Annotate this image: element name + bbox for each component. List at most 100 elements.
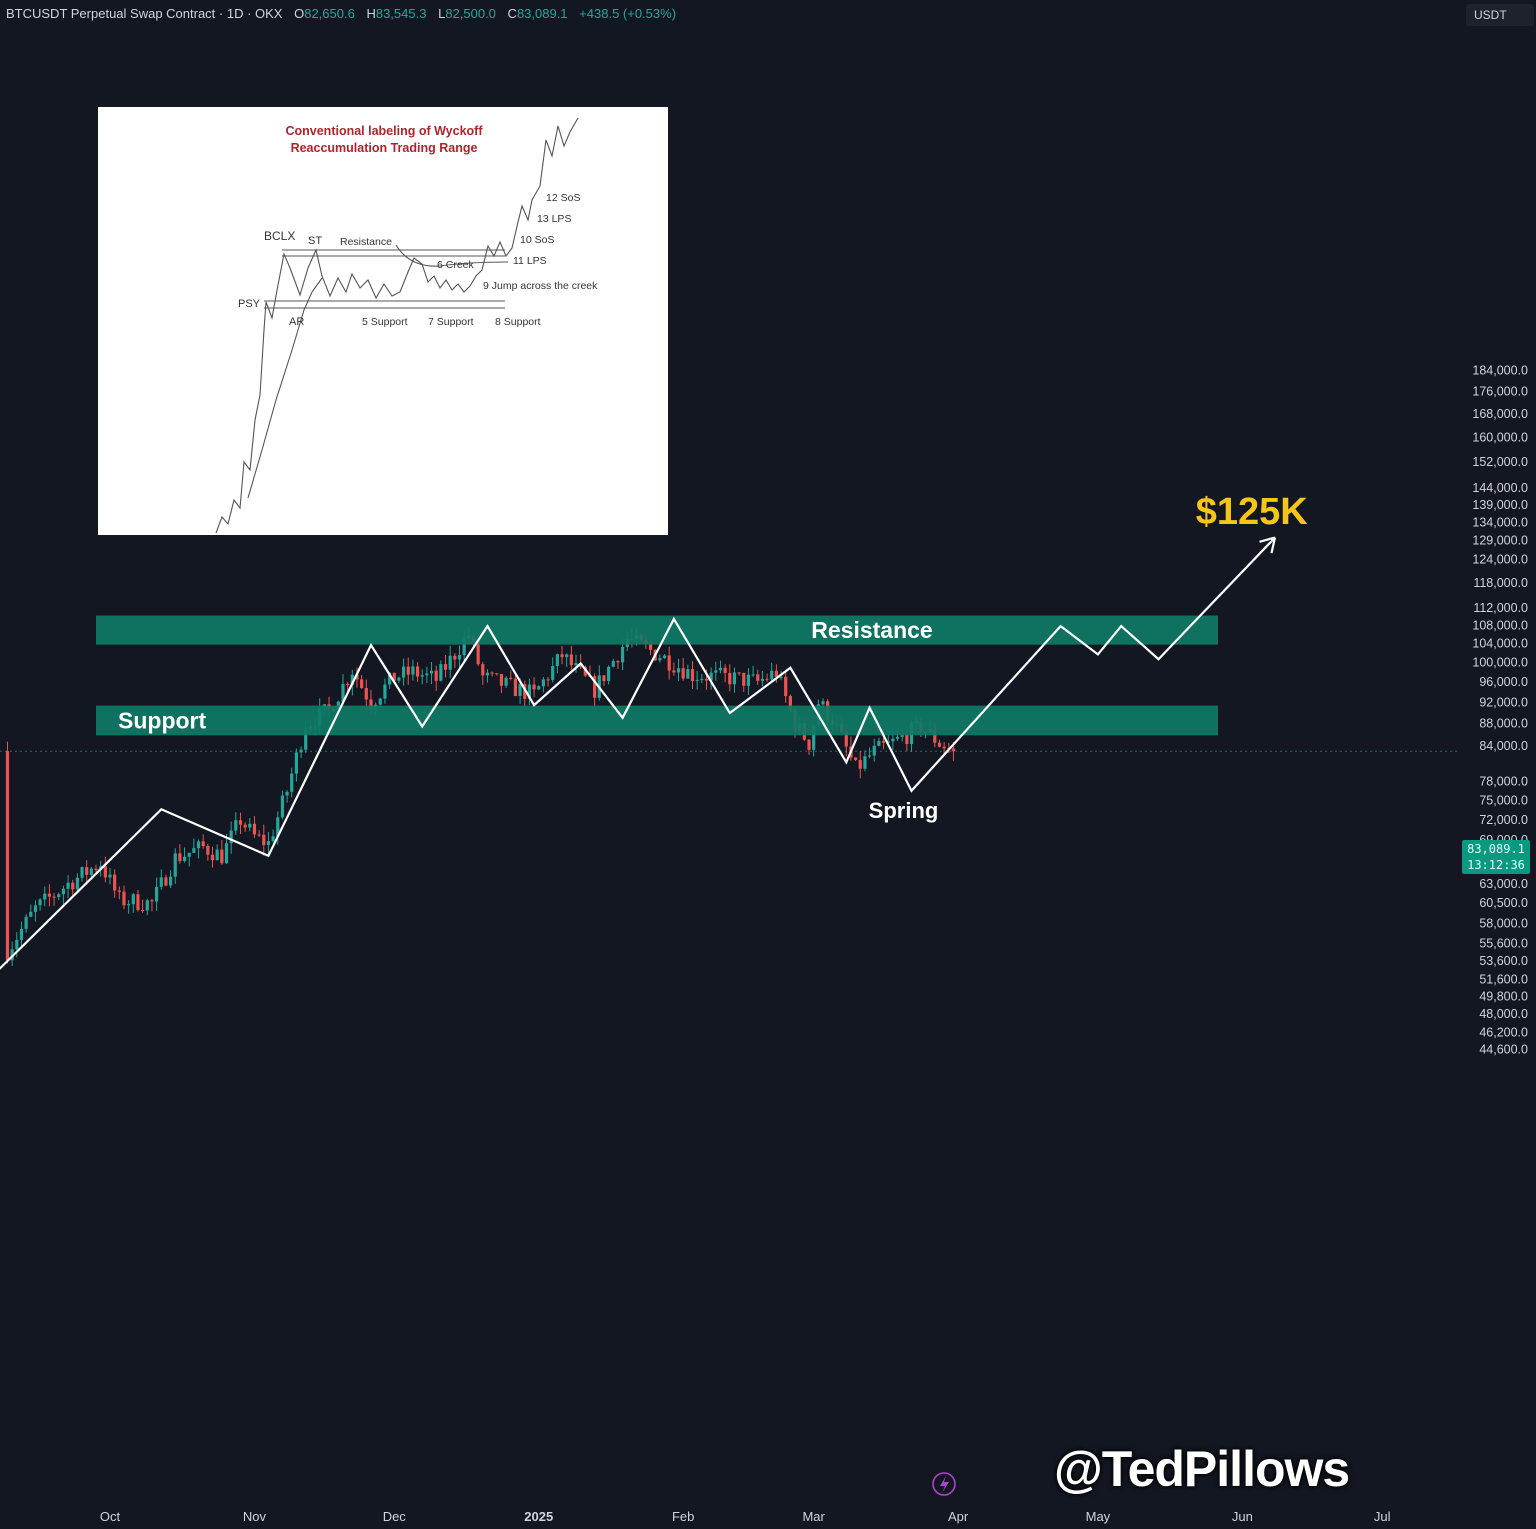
candle-body [616, 661, 620, 663]
symbol-title[interactable]: BTCUSDT Perpetual Swap Contract · 1D · O… [6, 6, 283, 21]
y-tick-label: 104,000.0 [1472, 637, 1528, 651]
candle-body [770, 670, 774, 680]
y-tick-label: 100,000.0 [1472, 656, 1528, 670]
inset-label-support8: 8 Support [495, 316, 541, 328]
candle-body [66, 882, 70, 889]
candle-body [686, 669, 690, 679]
candle-body [392, 672, 396, 681]
candle-body [881, 740, 886, 743]
inset-label-st: ST [308, 235, 322, 247]
last-price-badge: 83,089.1 13:12:36 [1462, 840, 1530, 874]
candle-body [24, 916, 28, 929]
candle-body [10, 949, 14, 961]
candle-body [266, 841, 271, 846]
candle-body [47, 893, 52, 897]
candle-body [551, 666, 555, 680]
inset-label-sos12: 12 SoS [546, 192, 580, 204]
candle-body [252, 823, 257, 835]
y-tick-label: 168,000.0 [1472, 407, 1528, 421]
candle-body [462, 638, 466, 656]
inset-labels: BCLX ST Resistance PSY AR 5 Support 6 Cr… [238, 192, 598, 328]
candle-body [57, 894, 61, 897]
inset-label-jump9: 9 Jump across the creek [483, 280, 598, 292]
candle-body [429, 670, 434, 674]
y-tick-label: 112,000.0 [1473, 601, 1528, 615]
candle-body [523, 684, 527, 699]
candle-body [672, 670, 676, 673]
y-tick-label: 139,000.0 [1472, 498, 1528, 512]
candle-body [844, 731, 848, 747]
candle-body [900, 735, 904, 737]
y-tick-label: 108,000.0 [1472, 619, 1528, 633]
candle-body [224, 843, 229, 864]
candle-body [117, 890, 121, 892]
candle-body [280, 795, 285, 818]
candle-body [676, 668, 681, 673]
y-tick-label: 96,000.0 [1479, 675, 1528, 689]
candle-body [61, 888, 65, 895]
candle-body [942, 746, 946, 749]
time-axis[interactable]: Oct Nov Dec 2025 Feb Mar Apr May Jun Jul [100, 1509, 1391, 1524]
candle-body [360, 679, 364, 689]
candle-body [108, 874, 112, 878]
currency-selector[interactable]: USDT [1466, 4, 1534, 26]
candle-body [765, 678, 769, 680]
candle-body [728, 673, 732, 685]
candle-body [574, 663, 578, 666]
zones: Resistance Support [96, 615, 1218, 736]
price-axis[interactable]: 184,000.0 176,000.0 168,000.0 160,000.0 152,… [1472, 363, 1528, 1056]
candle-body [206, 845, 210, 855]
candle-body [187, 852, 191, 857]
candle-body [52, 896, 56, 898]
candle-body [215, 849, 219, 861]
inset-label-lps11: 11 LPS [513, 255, 547, 267]
candle-body [583, 667, 587, 676]
y-tick-label: 60,500.0 [1479, 896, 1528, 910]
candle-body [369, 699, 373, 710]
lightning-icon[interactable] [932, 1472, 956, 1496]
candle-body [113, 874, 117, 891]
y-tick-label: 129,000.0 [1472, 534, 1528, 548]
inset-label-resistance: Resistance [340, 236, 392, 248]
candle-body [518, 684, 522, 696]
inset-label-psy: PSY [238, 298, 261, 310]
y-tick-label: 84,000.0 [1479, 739, 1528, 753]
candle-body [555, 654, 559, 667]
candle-body [867, 755, 872, 757]
candle-body [234, 820, 238, 831]
candle-body [621, 646, 625, 663]
candle-body [457, 655, 462, 660]
candle-body [905, 735, 909, 745]
projection-path [0, 536, 1276, 970]
inset-title-line1: Conventional labeling of Wyckoff [285, 124, 483, 138]
candle-body [648, 644, 653, 650]
candle-body [238, 820, 243, 825]
y-tick-label: 160,000.0 [1472, 430, 1528, 444]
candle-body [94, 868, 98, 871]
candle-body [742, 672, 746, 686]
y-tick-label: 63,000.0 [1479, 877, 1528, 891]
inset-label-ar: AR [289, 316, 304, 328]
x-tick-label: May [1086, 1509, 1111, 1524]
candle-body [210, 854, 215, 861]
candle-body [164, 877, 168, 886]
y-tick-label: 184,000.0 [1472, 363, 1528, 377]
candle-body [364, 688, 368, 700]
candle-body [196, 841, 201, 849]
candle-body [378, 698, 382, 705]
candle-body [248, 823, 252, 828]
candle-body [774, 670, 778, 677]
spring-label: Spring [869, 798, 939, 823]
candle-body [178, 853, 182, 862]
candle-body [756, 674, 760, 681]
candle-body [541, 679, 545, 687]
candle-body [448, 655, 452, 670]
inset-label-sos10: 10 SoS [520, 234, 554, 246]
inset-label-creek6: 6 Creek [437, 259, 475, 271]
candle-body [15, 939, 19, 950]
candle-body [933, 729, 937, 743]
candle-body [243, 824, 247, 828]
y-tick-label: 134,000.0 [1472, 515, 1528, 529]
candle-body [704, 678, 709, 681]
